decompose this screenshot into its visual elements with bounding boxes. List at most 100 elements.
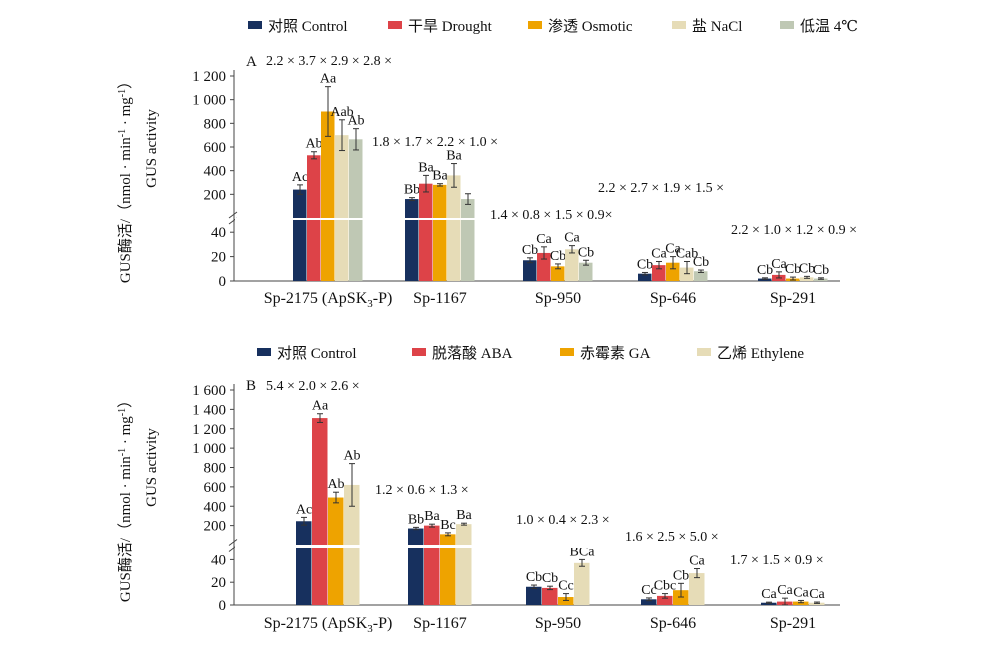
significance-label: Cb xyxy=(785,262,801,277)
significance-label: Bb xyxy=(408,512,424,527)
legend-swatch xyxy=(257,348,271,356)
significance-label: Cb xyxy=(813,263,829,278)
panel-label: B xyxy=(246,378,256,394)
bar xyxy=(405,199,419,281)
significance-label: Bc xyxy=(440,518,456,533)
significance-label: Ca xyxy=(777,583,793,598)
fold-change-label: 2.2 × 2.7 × 1.9 × 1.5 × xyxy=(598,181,724,196)
bar xyxy=(652,265,666,281)
significance-label: Cbc xyxy=(654,579,677,594)
legend-label: 低温 4℃ xyxy=(800,18,858,35)
y-tick-label: 800 xyxy=(204,461,227,477)
legend-label: 渗透 Osmotic xyxy=(548,18,633,35)
bar xyxy=(689,573,705,605)
significance-label: Cb xyxy=(578,245,594,260)
x-tick-label: Sp-1167 xyxy=(413,615,467,632)
bar xyxy=(433,184,447,281)
fold-change-label: 1.6 × 2.5 × 5.0 × xyxy=(625,530,719,545)
y-tick-label: 400 xyxy=(204,499,227,515)
legend-label: 干旱 Drought xyxy=(408,19,493,35)
y-tick-label: 40 xyxy=(211,552,226,568)
bar xyxy=(440,534,456,605)
bar xyxy=(761,602,777,605)
y-tick-label: 600 xyxy=(204,480,227,496)
bar xyxy=(408,528,424,605)
chart-panel-b: 对照 Control 脱落酸 ABA 赤霉素 GA 乙烯 Ethylene 0 20 40 2… xyxy=(117,345,840,635)
panel-label: A xyxy=(246,54,257,70)
significance-label: Cab xyxy=(676,246,699,261)
legend-label: 对照 Control xyxy=(268,18,348,35)
bar xyxy=(579,262,593,281)
fold-change-label: 1.4 × 0.8 × 1.5 × 0.9× xyxy=(490,208,613,223)
significance-label: Cc xyxy=(558,579,574,594)
legend-swatch xyxy=(560,348,574,356)
significance-label: Ca xyxy=(809,587,825,602)
bar xyxy=(523,260,537,281)
significance-label: Cb xyxy=(550,249,566,264)
legend-label: 脱落酸 ABA xyxy=(432,345,513,362)
legend-swatch xyxy=(697,348,711,356)
significance-label: Cb xyxy=(526,570,542,585)
bar xyxy=(349,139,363,281)
bar xyxy=(419,183,433,281)
bar xyxy=(424,525,440,605)
fold-change-label: 1.8 × 1.7 × 2.2 × 1.0 × xyxy=(372,135,498,150)
bar xyxy=(680,267,694,281)
bar xyxy=(447,175,461,281)
axis-break-gap xyxy=(235,218,840,220)
bar xyxy=(456,524,472,605)
legend-label: 乙烯 Ethylene xyxy=(717,345,804,362)
fold-change-label: 5.4 × 2.0 × 2.6 × xyxy=(266,379,360,394)
fold-change-label: 1.2 × 0.6 × 1.3 × xyxy=(375,483,469,498)
bar xyxy=(293,189,307,281)
bar xyxy=(321,111,335,281)
legend-swatch xyxy=(388,21,402,29)
bar xyxy=(574,562,590,605)
significance-label: Ab xyxy=(327,477,344,492)
bar xyxy=(526,586,542,605)
bar xyxy=(328,497,344,605)
significance-label: Cb xyxy=(757,263,773,278)
significance-label: Ba xyxy=(456,508,472,523)
significance-label: Aa xyxy=(312,399,329,414)
y-tick-label: 1 200 xyxy=(192,422,226,438)
significance-label: Aab xyxy=(330,105,353,120)
bar xyxy=(558,597,574,605)
significance-label: Ca xyxy=(793,585,809,600)
significance-label: Ba xyxy=(418,160,434,175)
legend-swatch xyxy=(780,21,794,29)
significance-label: BCa xyxy=(570,544,596,559)
significance-label: Ab xyxy=(347,114,364,129)
y-tick-label: 800 xyxy=(204,116,227,132)
bar xyxy=(673,590,689,605)
significance-label: Bb xyxy=(404,183,420,198)
significance-label: Ca xyxy=(564,231,580,246)
significance-label: Cb xyxy=(693,255,709,270)
significance-label: Aa xyxy=(320,72,337,87)
bar xyxy=(565,249,579,281)
bar xyxy=(335,135,349,281)
y-axis-label: GUS酶活/（nmol · min-1 · mg-1） xyxy=(117,393,134,602)
y-tick-label: 20 xyxy=(211,575,226,591)
y-tick-label: 20 xyxy=(211,250,226,266)
y-tick-label: 1 000 xyxy=(192,441,226,457)
legend-swatch xyxy=(248,21,262,29)
bar xyxy=(793,601,809,605)
bar xyxy=(694,271,708,281)
significance-label: Ca xyxy=(761,587,777,602)
bar xyxy=(551,266,565,281)
y-tick-label: 1 400 xyxy=(192,402,226,418)
fold-change-label: 1.0 × 0.4 × 2.3 × xyxy=(516,513,610,528)
y-axis-label: GUS酶活/（nmol · min-1 · mg-1） xyxy=(117,74,134,283)
y-tick-label: 1 000 xyxy=(192,93,226,109)
fold-change-label: 2.2 × 3.7 × 2.9 × 2.8 × xyxy=(266,54,392,69)
bar xyxy=(461,199,475,281)
significance-label: Cb xyxy=(522,243,538,258)
legend-label: 盐 NaCl xyxy=(692,18,742,35)
x-tick-label: Sp-950 xyxy=(535,615,581,632)
bar xyxy=(657,595,673,605)
bar xyxy=(666,262,680,281)
bar xyxy=(296,521,312,605)
legend-label: 对照 Control xyxy=(277,345,357,362)
